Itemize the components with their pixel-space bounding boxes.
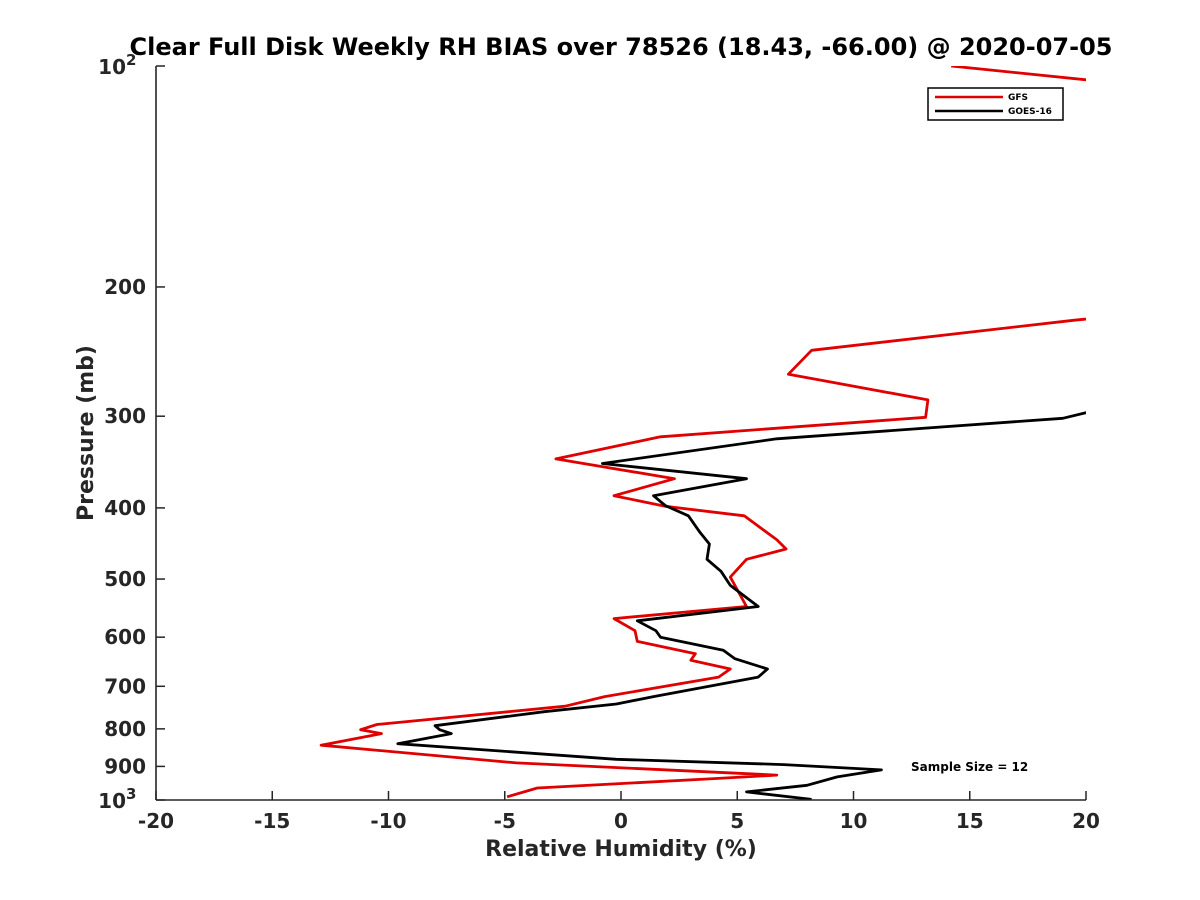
y-tick-label: 10: [98, 55, 126, 79]
y-tick-exponent: 3: [126, 785, 136, 803]
y-tick-label: 900: [104, 754, 146, 778]
x-tick-label: -5: [494, 809, 516, 833]
x-tick-label: -20: [138, 809, 174, 833]
sample-size-annotation: Sample Size = 12: [911, 760, 1028, 774]
x-tick-label: 10: [840, 809, 868, 833]
series-line-goes16: [396, 411, 1086, 800]
x-tick-label: 0: [614, 809, 628, 833]
y-tick-label: 10: [98, 789, 126, 813]
y-tick-label: 500: [104, 567, 146, 591]
x-axis-label: Relative Humidity (%): [485, 837, 757, 862]
x-tick-label: 5: [730, 809, 744, 833]
series-line-gfs: [951, 66, 1086, 82]
x-tick-label: 15: [956, 809, 984, 833]
y-tick-label: 200: [104, 275, 146, 299]
series-line-gfs: [319, 317, 1086, 799]
y-tick-label: 600: [104, 625, 146, 649]
y-tick-exponent: 2: [126, 51, 136, 69]
legend-box: [927, 87, 1064, 121]
x-axis-ticks: -20 -15 -10 -5 0 5 10 15 20: [138, 791, 1100, 833]
series-layer: [319, 66, 1086, 800]
y-axis-label: Pressure (mb): [74, 345, 99, 521]
y-tick-label: 800: [104, 717, 146, 741]
x-tick-label: 20: [1072, 809, 1100, 833]
y-tick-label: 300: [104, 404, 146, 428]
x-tick-label: -10: [370, 809, 406, 833]
legend-label-gfs: GFS: [1008, 93, 1028, 103]
y-tick-label: 400: [104, 496, 146, 520]
plot-background: [156, 66, 1086, 800]
legend-label-goes16: GOES-16: [1008, 107, 1052, 117]
x-tick-label: -15: [254, 809, 290, 833]
chart-title: Clear Full Disk Weekly RH BIAS over 7852…: [130, 33, 1113, 61]
legend: GFS GOES-16: [927, 87, 1064, 121]
y-tick-label: 700: [104, 674, 146, 698]
